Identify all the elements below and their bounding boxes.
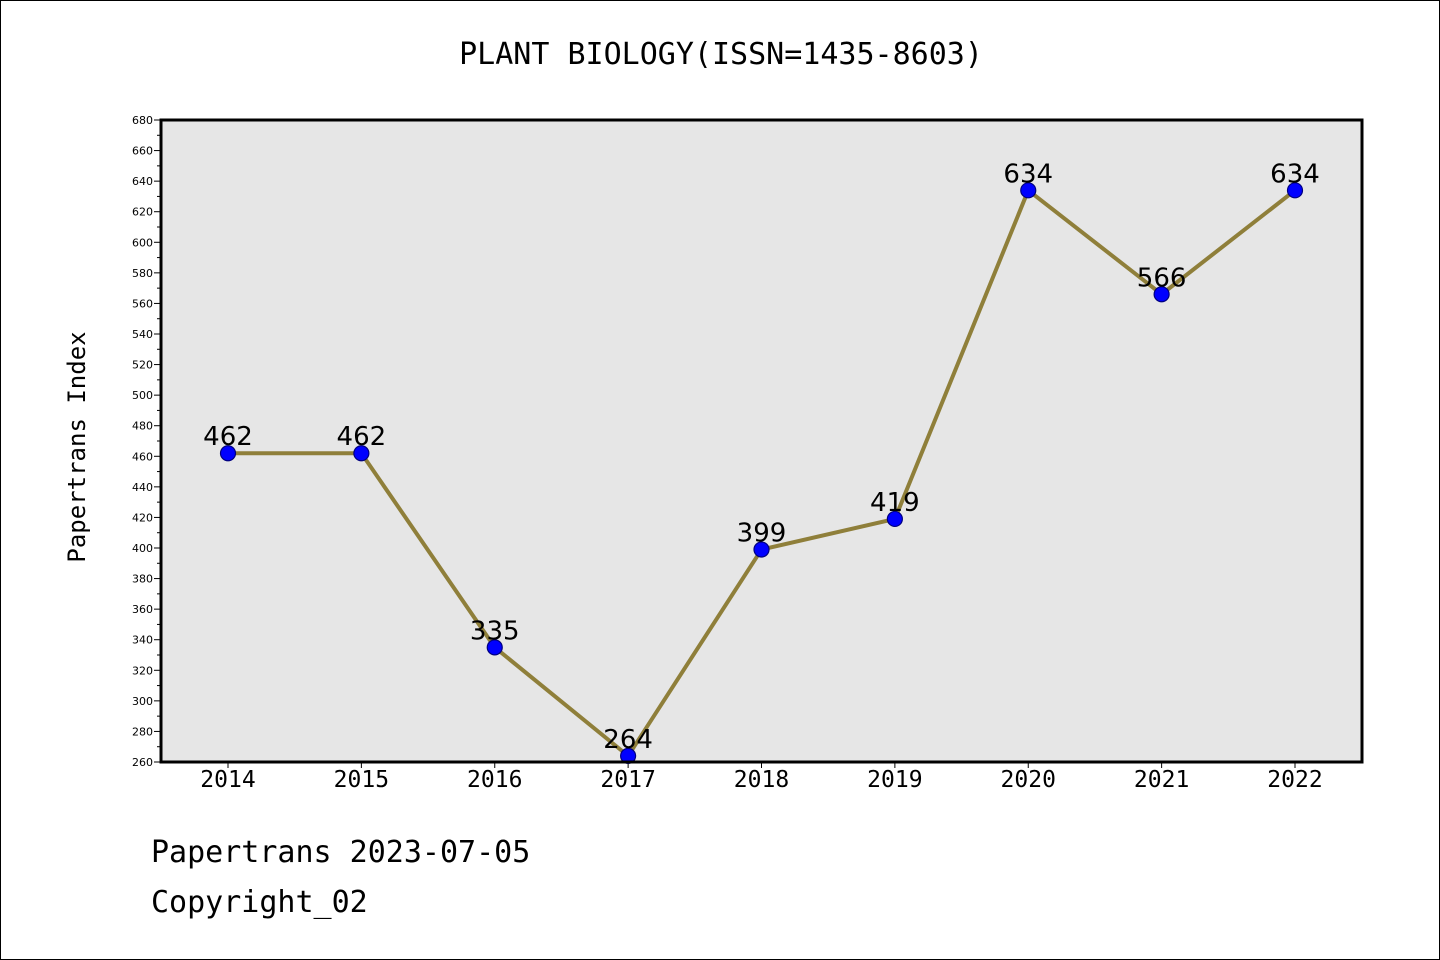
y-tick-label: 320	[132, 664, 153, 677]
plot-border	[159, 118, 1364, 764]
x-tick-label: 2019	[867, 767, 922, 793]
data-point	[1153, 286, 1170, 303]
x-tick-label: 2020	[1001, 767, 1056, 793]
y-tick-label: 580	[132, 267, 153, 280]
data-label: 419	[870, 488, 920, 518]
y-tick-label: 560	[132, 297, 153, 310]
y-tick-label: 600	[132, 236, 153, 249]
data-point	[1020, 182, 1037, 199]
data-point	[486, 639, 503, 656]
data-points	[219, 182, 1304, 764]
x-tick-label: 2016	[467, 767, 522, 793]
data-label: 634	[1003, 159, 1053, 189]
data-label: 566	[1137, 263, 1187, 293]
chart-title: PLANT BIOLOGY(ISSN=1435-8603)	[459, 37, 983, 72]
data-label: 335	[470, 616, 520, 646]
y-tick-label: 480	[132, 420, 153, 433]
y-tick-label: 340	[132, 634, 153, 647]
y-tick-label: 400	[132, 542, 153, 555]
x-tick-label: 2021	[1134, 767, 1189, 793]
data-label: 462	[337, 422, 387, 452]
footer-source-date: Papertrans 2023-07-05	[151, 835, 531, 870]
x-tick-label: 2018	[734, 767, 789, 793]
x-tick-label: 2015	[334, 767, 389, 793]
y-tick-label: 500	[132, 389, 153, 402]
data-point	[886, 510, 903, 528]
y-tick-label: 680	[132, 114, 153, 127]
y-tick-label: 620	[132, 206, 153, 219]
x-tick-label: 2014	[200, 767, 255, 793]
data-point	[753, 541, 770, 558]
data-label: 634	[1270, 159, 1320, 189]
y-axis: 260 280 300 320 340 360 380 400 420 440 460 480 500 5…	[132, 114, 161, 769]
x-tick-label: 2017	[600, 767, 655, 793]
y-tick-label: 520	[132, 359, 153, 372]
y-tick-label: 440	[132, 481, 153, 494]
y-tick-label: 380	[132, 573, 153, 586]
data-label: 399	[737, 519, 787, 549]
plot-area	[161, 120, 1362, 762]
data-point	[353, 445, 370, 462]
y-tick-label: 660	[132, 145, 153, 158]
y-tick-label: 260	[132, 756, 153, 769]
y-tick-label: 420	[132, 511, 153, 524]
data-label: 462	[203, 422, 253, 452]
y-tick-label: 640	[132, 175, 153, 188]
x-tick-label: 2022	[1267, 767, 1322, 793]
y-tick-label: 460	[132, 450, 153, 463]
data-label: 264	[603, 725, 653, 755]
y-tick-label: 360	[132, 603, 153, 616]
x-axis: 2014 2015 2016 2017 2018 2019 2020 2021 2022	[200, 762, 1323, 793]
footer-copyright: Copyright_02	[151, 885, 368, 920]
data-point	[219, 445, 237, 462]
y-tick-label: 540	[132, 328, 153, 341]
y-tick-label: 300	[132, 695, 153, 708]
y-tick-label: 280	[132, 725, 153, 738]
data-labels: 462 462 335 264 399 419 634 566 634	[203, 159, 1320, 755]
data-point	[1286, 182, 1304, 199]
